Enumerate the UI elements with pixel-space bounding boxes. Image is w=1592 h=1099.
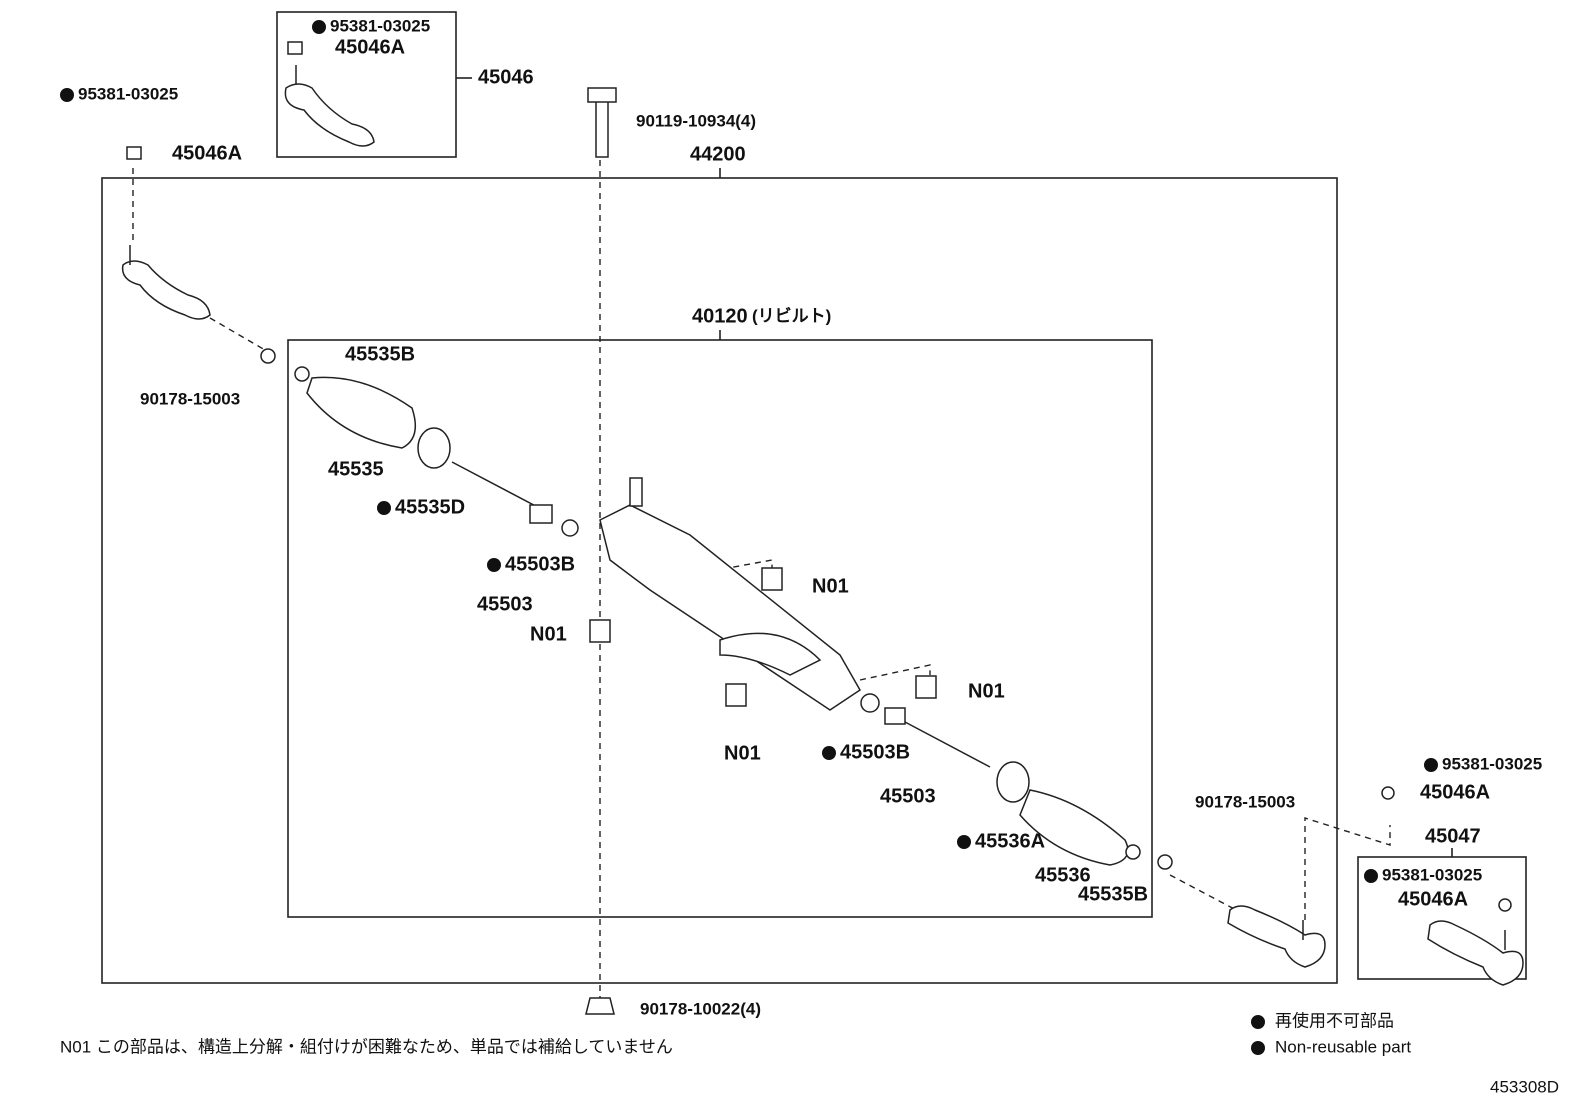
non-reusable-marker — [957, 835, 971, 849]
legend-marker — [1251, 1041, 1265, 1055]
non-reusable-marker — [1364, 869, 1378, 883]
legend-en: Non-reusable part — [1275, 1037, 1411, 1056]
part-number: 45503 — [477, 593, 533, 615]
part-number: 45535 — [328, 458, 384, 480]
non-reusable-marker — [822, 746, 836, 760]
part-number: N01 — [724, 742, 761, 764]
dashed-lines — [132, 160, 1391, 1000]
part-number: N01 — [968, 680, 1005, 702]
part-number: 45536 — [1035, 864, 1091, 886]
part-number: 45535B — [1078, 883, 1148, 905]
part-number: 45503B — [505, 553, 575, 575]
part-number: 45536A — [975, 830, 1045, 852]
parts — [121, 41, 1524, 1015]
part-number: 90178-15003 — [140, 389, 240, 408]
part-number: 45046A — [1398, 888, 1468, 910]
part-number: 45535B — [345, 343, 415, 365]
legend-marker — [1251, 1015, 1265, 1029]
part-number: N01 — [530, 623, 567, 645]
non-reusable-marker — [1424, 758, 1438, 772]
part-number: 95381-03025 — [78, 84, 178, 103]
part-number: 90178-10022(4) — [640, 999, 761, 1018]
part-number: 40120 — [692, 305, 748, 327]
non-reusable-marker — [377, 501, 391, 515]
part-number: 95381-03025 — [1382, 865, 1482, 884]
part-number: 95381-03025 — [1442, 754, 1542, 773]
part-number: 45046 — [478, 66, 534, 88]
footnote: N01 この部品は、構造上分解・組付けが困難なため、単品では補給していません — [60, 1037, 673, 1056]
part-number: 45046A — [1420, 781, 1490, 803]
non-reusable-marker — [312, 20, 326, 34]
non-reusable-marker — [60, 88, 74, 102]
part-number: 45535D — [395, 496, 465, 518]
part-number: 44200 — [690, 143, 746, 165]
part-number: 45047 — [1425, 825, 1481, 847]
part-number: 95381-03025 — [330, 16, 430, 35]
legend-jp: 再使用不可部品 — [1275, 1010, 1394, 1030]
part-number: 45046A — [335, 36, 405, 58]
labels: 95381-0302545046A4504695381-0302545046A9… — [60, 16, 1559, 1096]
frames — [101, 11, 1527, 984]
part-number: (リビルト) — [752, 306, 831, 325]
figure-id: 453308D — [1490, 1077, 1559, 1096]
part-number: 45046A — [172, 142, 242, 164]
part-number: 45503 — [880, 785, 936, 807]
part-number: 90119-10934(4) — [636, 111, 756, 130]
part-number: 45503B — [840, 741, 910, 763]
part-number: N01 — [812, 575, 849, 597]
non-reusable-marker — [487, 558, 501, 572]
part-number: 90178-15003 — [1195, 792, 1295, 811]
